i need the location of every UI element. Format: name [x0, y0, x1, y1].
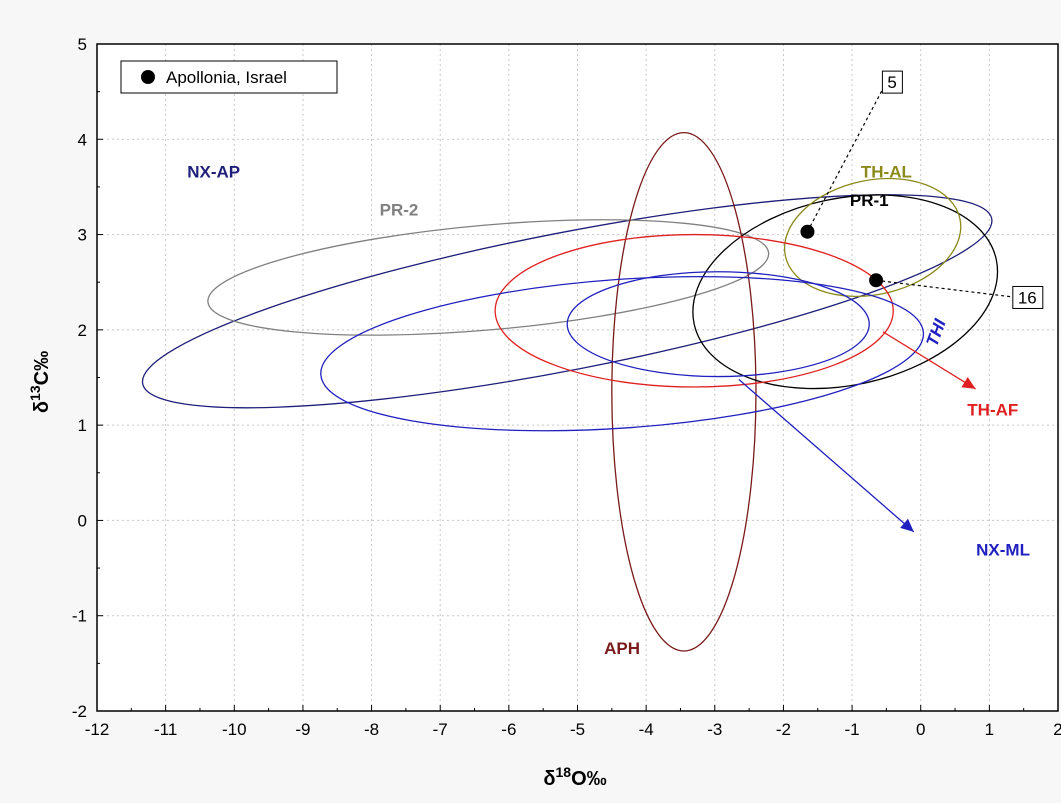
annotation-pr-1: PR-1 — [850, 191, 889, 210]
annotation-aph: APH — [604, 639, 640, 658]
x-tick-label: 1 — [985, 720, 994, 739]
point-layer: 5 16 — [800, 70, 1044, 309]
x-tick-label: -7 — [433, 720, 448, 739]
y-tick-label: 5 — [78, 35, 87, 54]
ellipse-th-af — [494, 233, 894, 388]
x-tick-label: -2 — [776, 720, 791, 739]
y-axis-label-sup: 13 — [27, 385, 43, 401]
callout-leader — [806, 81, 887, 232]
legend-box — [120, 60, 338, 94]
y-tick-label: 4 — [78, 130, 87, 149]
callout-box — [881, 70, 903, 94]
annotation-th-al: TH-AL — [861, 162, 912, 181]
y-tick-label: 1 — [78, 416, 87, 435]
ellipse-pr-1 — [692, 194, 999, 390]
callout-label: 16 — [1018, 288, 1037, 307]
ellipse-pr-2 — [207, 219, 770, 336]
legend-label: Apollonia, Israel — [166, 68, 287, 87]
x-tick-label: 2 — [1053, 720, 1061, 739]
arrow-head — [961, 377, 976, 389]
x-tick-label: -10 — [222, 720, 247, 739]
y-axis-label: δ13C‰ — [27, 351, 53, 413]
x-tick-label: -4 — [639, 720, 654, 739]
arrow-line — [738, 378, 915, 533]
y-tick-label: -1 — [72, 607, 87, 626]
ellipse-nx-ap — [141, 194, 993, 409]
annotation-pr-2: PR-2 — [380, 201, 419, 220]
x-tick-label: 0 — [916, 720, 925, 739]
ellipse-nx-ml — [566, 271, 870, 378]
x-tick-label: -1 — [845, 720, 860, 739]
data-point — [869, 273, 884, 288]
x-tick-label: -3 — [707, 720, 722, 739]
x-tick-label: -5 — [570, 720, 585, 739]
arrow-head — [900, 518, 914, 532]
callout-label: 5 — [887, 73, 896, 92]
y-axis-label-rest: C‰ — [31, 351, 53, 385]
ellipse-th-al — [783, 177, 962, 297]
x-axis-label-rest: O‰ — [571, 768, 607, 790]
ellipse-aph — [611, 131, 757, 652]
x-tick-label: -11 — [154, 720, 177, 739]
legend: Apollonia, Israel — [120, 60, 338, 94]
callout-box — [1012, 285, 1044, 309]
y-tick-label: -2 — [72, 702, 87, 721]
legend-marker — [141, 70, 155, 84]
annotation-th-af: TH-AF — [967, 401, 1018, 420]
x-axis-label: δ18O‰ — [543, 764, 606, 790]
annotation-nx-ap: NX-AP — [187, 162, 240, 181]
ellipse-thi — [320, 275, 925, 432]
y-axis-label-base: δ — [31, 401, 53, 413]
grid-layer — [97, 44, 1058, 711]
x-axis-label-sup: 18 — [556, 764, 572, 780]
x-tick-label: -9 — [295, 720, 310, 739]
x-tick-label: -8 — [364, 720, 379, 739]
data-point — [800, 224, 815, 239]
y-tick-label: 2 — [78, 321, 87, 340]
ellipse-layer — [141, 131, 999, 652]
y-tick-label: 3 — [78, 226, 87, 245]
x-tick-label: -12 — [85, 720, 110, 739]
arrow-layer — [738, 331, 976, 533]
annotation-nx-ml: NX-ML — [976, 541, 1030, 560]
x-tick-label: -6 — [501, 720, 516, 739]
x-axis-label-base: δ — [543, 768, 555, 790]
y-tick-label: 0 — [78, 511, 87, 530]
arrow-line — [882, 331, 976, 390]
